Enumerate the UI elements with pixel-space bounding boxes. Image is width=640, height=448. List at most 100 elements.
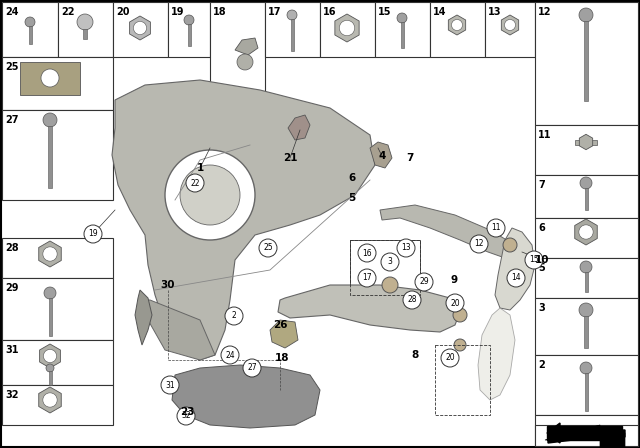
Circle shape [44, 349, 56, 362]
Bar [535, 298, 638, 355]
Text: 20: 20 [116, 7, 129, 17]
Polygon shape [40, 344, 60, 368]
Text: 16: 16 [362, 249, 372, 258]
Circle shape [43, 393, 57, 407]
Bar [430, 2, 485, 57]
Bar [113, 2, 168, 57]
Bar [575, 140, 597, 145]
Text: 8: 8 [412, 350, 419, 360]
Circle shape [446, 294, 464, 312]
Circle shape [287, 10, 297, 20]
Bar [320, 2, 375, 57]
Bar [168, 2, 210, 57]
Text: 22: 22 [61, 7, 74, 17]
Polygon shape [172, 365, 320, 428]
Circle shape [77, 14, 93, 30]
Polygon shape [575, 219, 597, 245]
Circle shape [225, 307, 243, 325]
Text: 11: 11 [538, 130, 552, 140]
Bar [2, 2, 58, 57]
Bar [584, 373, 588, 411]
Bar [401, 22, 403, 48]
Polygon shape [501, 15, 518, 35]
Bar [535, 125, 638, 175]
Bar [265, 2, 320, 57]
Bar [584, 21, 588, 101]
Circle shape [441, 349, 459, 367]
Text: 30: 30 [161, 280, 175, 290]
Text: 28: 28 [5, 243, 19, 253]
Polygon shape [20, 62, 80, 95]
Circle shape [358, 244, 376, 262]
Circle shape [579, 303, 593, 317]
Polygon shape [112, 80, 375, 360]
Circle shape [41, 69, 59, 87]
Text: 7: 7 [538, 180, 545, 190]
Text: 22: 22 [190, 178, 200, 188]
Text: 12: 12 [474, 240, 484, 249]
Polygon shape [495, 228, 535, 310]
Text: 21: 21 [283, 153, 297, 163]
Circle shape [415, 273, 433, 291]
Text: 32: 32 [5, 390, 19, 400]
Bar [49, 371, 51, 385]
Bar [350, 240, 420, 295]
Bar [535, 415, 638, 445]
Bar [210, 2, 265, 95]
Circle shape [503, 238, 517, 252]
Text: 29: 29 [419, 277, 429, 287]
Circle shape [579, 225, 593, 239]
Polygon shape [478, 308, 515, 400]
Text: 6: 6 [348, 173, 356, 183]
Circle shape [46, 364, 54, 372]
Text: 20: 20 [445, 353, 455, 362]
Circle shape [397, 239, 415, 257]
Circle shape [177, 407, 195, 425]
Text: 6: 6 [538, 223, 545, 233]
Bar [58, 2, 113, 57]
Bar [584, 316, 588, 348]
Bar [2, 238, 113, 278]
Circle shape [165, 150, 255, 240]
Circle shape [381, 253, 399, 271]
Bar [584, 272, 588, 292]
Bar [2, 340, 113, 385]
Bar [2, 278, 113, 340]
Text: 13: 13 [488, 7, 502, 17]
Circle shape [259, 239, 277, 257]
Circle shape [580, 261, 592, 273]
Text: 24: 24 [5, 7, 19, 17]
Text: 14: 14 [511, 273, 521, 283]
Text: 29: 29 [5, 283, 19, 293]
Circle shape [453, 308, 467, 322]
Circle shape [358, 269, 376, 287]
Text: 5: 5 [348, 193, 356, 203]
Text: 18: 18 [275, 353, 289, 363]
Text: 9: 9 [451, 275, 458, 285]
Polygon shape [235, 38, 258, 55]
Circle shape [44, 287, 56, 299]
Polygon shape [39, 387, 61, 413]
Circle shape [454, 339, 466, 351]
Polygon shape [449, 15, 466, 35]
Text: 2: 2 [538, 360, 545, 370]
Polygon shape [545, 425, 625, 447]
Circle shape [504, 20, 515, 30]
Circle shape [221, 346, 239, 364]
Text: 17: 17 [268, 7, 282, 17]
Bar [188, 24, 191, 46]
Bar [375, 2, 430, 57]
Bar [29, 26, 31, 44]
Polygon shape [39, 241, 61, 267]
Bar [48, 126, 52, 188]
Circle shape [243, 359, 261, 377]
Circle shape [339, 20, 355, 36]
Text: 16: 16 [323, 7, 337, 17]
Bar [291, 19, 294, 51]
Text: 19: 19 [171, 7, 184, 17]
Polygon shape [135, 290, 152, 345]
Circle shape [25, 17, 35, 27]
Circle shape [43, 113, 57, 127]
Circle shape [451, 20, 463, 30]
Bar [435, 345, 490, 415]
